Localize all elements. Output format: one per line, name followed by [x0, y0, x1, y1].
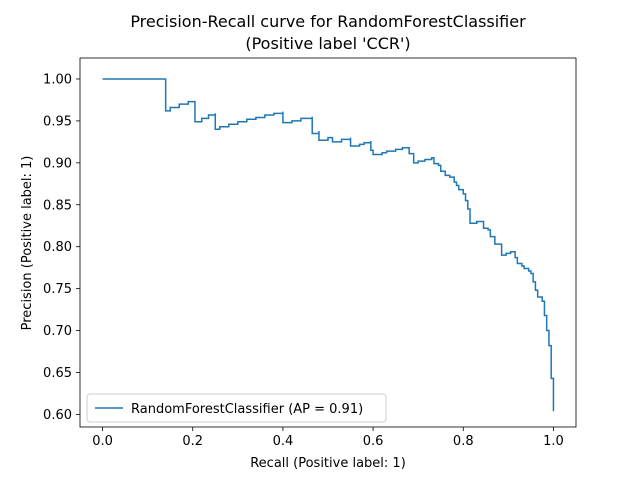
chart-subtitle: (Positive label 'CCR') — [245, 34, 410, 53]
y-tick-label: 0.60 — [43, 408, 72, 423]
y-tick-label: 0.80 — [43, 240, 72, 255]
series-line-0 — [102, 78, 555, 412]
y-tick-label: 1.00 — [43, 72, 72, 87]
y-tick-label: 0.85 — [43, 198, 72, 213]
x-tick-label: 0.2 — [182, 434, 203, 449]
x-tick-label: 0.6 — [363, 434, 384, 449]
plot-area: 0.0 0.2 0.4 0.6 0.8 1.0 0.60 0.65 0.70 0.75 0.80 0.… — [43, 57, 577, 449]
chart-title: Precision-Recall curve for RandomForestC… — [130, 12, 526, 31]
x-tick-label: 0.8 — [453, 434, 474, 449]
x-tick-label: 0.0 — [92, 434, 113, 449]
legend-frame — [86, 393, 387, 423]
legend: RandomForestClassifier (AP = 0.91) — [86, 393, 387, 423]
y-tick-label: 0.90 — [43, 156, 72, 171]
axes-frame — [79, 57, 577, 428]
y-tick-label: 0.95 — [43, 114, 72, 129]
y-axis-label: Precision (Positive label: 1) — [20, 156, 35, 331]
y-tick-label: 0.70 — [43, 324, 72, 339]
x-tick-label: 1.0 — [543, 434, 564, 449]
y-tick-label: 0.65 — [43, 366, 72, 381]
y-tick-label: 0.75 — [43, 282, 72, 297]
x-axis-label: Recall (Positive label: 1) — [250, 456, 406, 471]
x-tick-label: 0.4 — [273, 434, 294, 449]
legend-label: RandomForestClassifier (AP = 0.91) — [131, 402, 363, 417]
